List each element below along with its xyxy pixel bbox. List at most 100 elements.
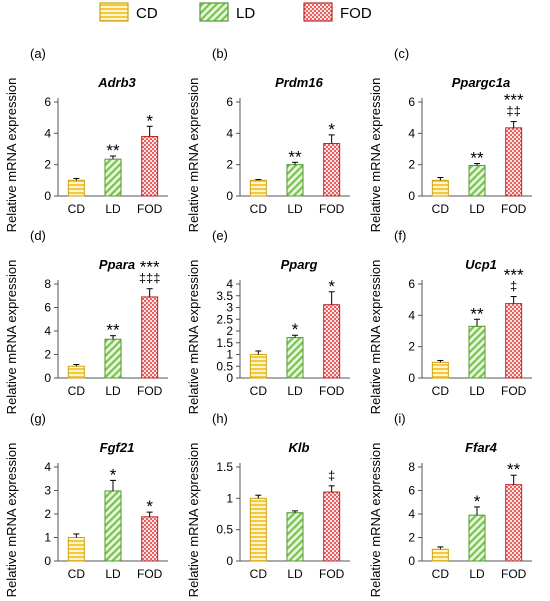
bar-cd xyxy=(431,179,449,197)
legend-label-cd: CD xyxy=(136,5,158,22)
y-axis-label: Relative mRNA expression xyxy=(4,443,19,598)
significance-stars: * xyxy=(328,120,335,139)
panel-label: (a) xyxy=(30,46,46,61)
y-tick-label: 8 xyxy=(408,460,415,474)
y-tick-label: 3 xyxy=(44,484,51,498)
y-tick-label: 0 xyxy=(226,371,233,385)
x-tick-label: FOD xyxy=(137,202,163,216)
y-tick-label: 2 xyxy=(44,348,51,362)
y-tick-label: 8 xyxy=(44,277,51,291)
x-tick-label: CD xyxy=(68,567,86,581)
y-tick-label: 2 xyxy=(408,340,415,354)
panel-label: (f) xyxy=(394,228,406,243)
panel-ucp1: (f) Ucp1 Relative mRNA expression 0 2 4 6 CD ** L… xyxy=(368,228,532,414)
x-tick-label: CD xyxy=(432,384,450,398)
panel-ppargc1a: (c) Ppargc1a Relative mRNA expression 0 2 4 6 C… xyxy=(368,46,532,232)
x-tick-label: LD xyxy=(105,384,121,398)
x-tick-label: LD xyxy=(105,202,121,216)
bar-fod xyxy=(323,304,341,379)
y-tick-label: 4 xyxy=(226,277,233,291)
y-tick-label: 0 xyxy=(408,189,415,203)
panel-label: (i) xyxy=(394,411,406,426)
y-tick-label: 2 xyxy=(226,158,233,172)
bar-fod xyxy=(141,135,159,197)
significance-stars: * xyxy=(474,492,481,511)
bar-fod xyxy=(505,484,523,562)
panel-label: (h) xyxy=(212,411,228,426)
x-tick-label: LD xyxy=(469,567,485,581)
y-tick-label: 0 xyxy=(44,554,51,568)
panel-pparg: (e) Pparg Relative mRNA expression 00.511.5… xyxy=(186,228,350,414)
chart-title: Fgf21 xyxy=(100,440,135,455)
x-tick-label: FOD xyxy=(501,202,527,216)
x-tick-label: LD xyxy=(105,567,121,581)
y-tick-label: 4 xyxy=(44,324,51,338)
chart-title: Adrb3 xyxy=(97,75,136,90)
bar-cd xyxy=(67,365,85,379)
panel-prdm16: (b) Prdm16 Relative mRNA expression 0 2 4 6 CD *… xyxy=(186,46,350,232)
bar-ld xyxy=(286,512,304,562)
bar-ld xyxy=(286,164,304,197)
bar-fod xyxy=(505,127,523,197)
panel-fgf21: (g) Fgf21 Relative mRNA expression 0 1 2 3 4 CD *… xyxy=(4,411,168,597)
y-tick-label: 1 xyxy=(44,531,51,545)
x-tick-label: CD xyxy=(250,567,268,581)
panel-ppara: (d) Ppara Relative mRNA expression 0 2 4 6 8 CD *… xyxy=(4,228,168,414)
y-tick-label: 6 xyxy=(44,301,51,315)
chart-title: Ppara xyxy=(99,257,135,272)
significance-stars: *** xyxy=(140,258,160,277)
legend-swatch-fod xyxy=(303,2,333,22)
y-tick-label: 2 xyxy=(408,531,415,545)
legend-label-fod: FOD xyxy=(340,5,372,22)
significance-dagger: ‡‡‡ xyxy=(139,271,161,286)
y-tick-label: 0 xyxy=(44,189,51,203)
y-tick-label: 0 xyxy=(226,554,233,568)
y-tick-label: 4 xyxy=(44,126,51,140)
y-tick-label: 2.5 xyxy=(216,312,233,326)
x-tick-label: CD xyxy=(68,384,86,398)
chart-title: Ucp1 xyxy=(465,257,497,272)
bar-cd xyxy=(67,537,85,562)
x-tick-label: CD xyxy=(432,567,450,581)
x-tick-label: FOD xyxy=(501,384,527,398)
bar-fod xyxy=(505,303,523,379)
x-tick-label: LD xyxy=(469,384,485,398)
significance-stars: ** xyxy=(470,149,484,168)
y-tick-label: 6 xyxy=(226,95,233,109)
legend-label-ld: LD xyxy=(236,5,255,22)
y-tick-label: 0.5 xyxy=(216,359,233,373)
significance-dagger: ‡ xyxy=(510,279,517,294)
significance-stars: * xyxy=(292,320,299,339)
y-tick-label: 6 xyxy=(44,95,51,109)
y-tick-label: 0 xyxy=(408,371,415,385)
x-tick-label: LD xyxy=(287,202,303,216)
y-axis-label: Relative mRNA expression xyxy=(186,78,201,233)
x-tick-label: FOD xyxy=(137,567,163,581)
significance-stars: * xyxy=(146,497,153,516)
y-tick-label: 0 xyxy=(44,371,51,385)
panel-ffar4: (i) Ffar4 Relative mRNA expression 0 2 4 6 8 CD *… xyxy=(368,411,532,597)
chart-title: Ppargc1a xyxy=(452,75,511,90)
y-tick-label: 4 xyxy=(226,126,233,140)
chart-title: Prdm16 xyxy=(275,75,323,90)
panel-label: (d) xyxy=(30,228,46,243)
bar-fod xyxy=(323,143,341,197)
y-tick-label: 0 xyxy=(226,189,233,203)
significance-stars: * xyxy=(110,465,117,484)
significance-stars: ** xyxy=(106,321,120,340)
x-tick-label: CD xyxy=(250,384,268,398)
legend: CD LD FOD xyxy=(99,2,372,22)
significance-stars: * xyxy=(328,277,335,296)
x-tick-label: LD xyxy=(287,384,303,398)
x-tick-label: CD xyxy=(68,202,86,216)
x-tick-label: LD xyxy=(469,202,485,216)
y-axis-label: Relative mRNA expression xyxy=(4,260,19,415)
y-tick-label: 3 xyxy=(226,301,233,315)
bar-fod xyxy=(323,491,341,562)
y-tick-label: 6 xyxy=(408,277,415,291)
y-tick-label: 1 xyxy=(226,348,233,362)
y-tick-label: 4 xyxy=(408,507,415,521)
significance-stars: *** xyxy=(504,91,524,110)
bar-ld xyxy=(104,490,122,562)
significance-stars: ** xyxy=(507,460,521,479)
